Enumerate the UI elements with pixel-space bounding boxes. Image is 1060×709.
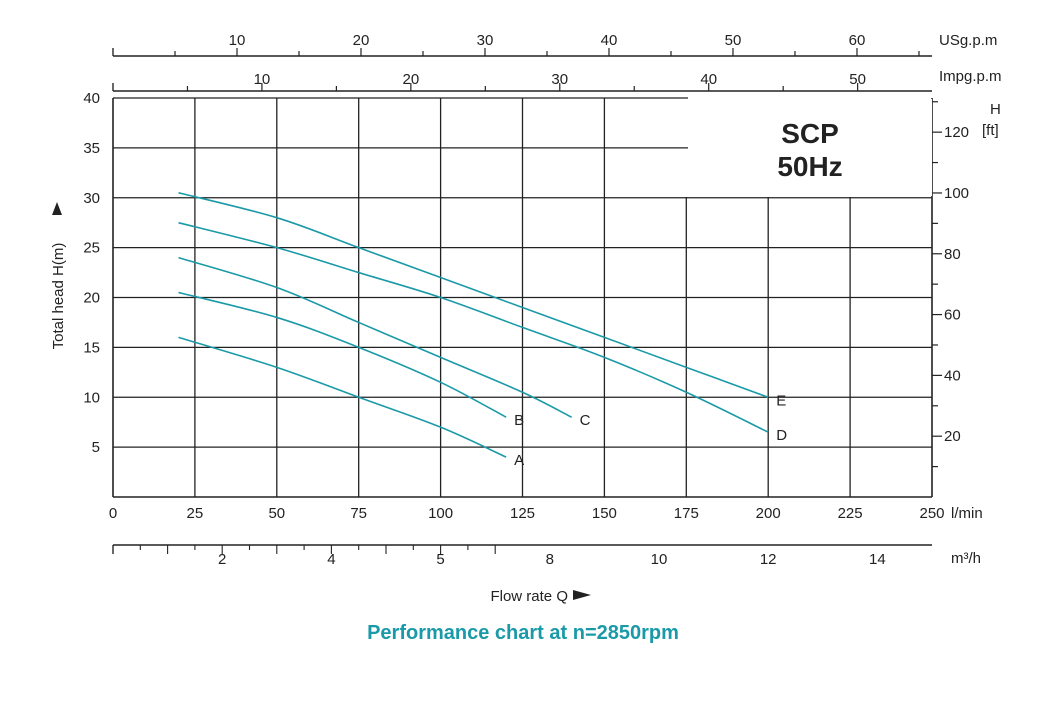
x-tick-label: 50 xyxy=(268,505,285,522)
model-label-box xyxy=(688,99,932,196)
usgpm-tick-label: 40 xyxy=(601,32,618,49)
usgpm-tick-label: 50 xyxy=(725,32,742,49)
x-tick-label: 250 xyxy=(919,505,944,522)
y-tick-label: 30 xyxy=(83,190,100,207)
x-tick-label: 150 xyxy=(592,505,617,522)
m3h-tick-label: 10 xyxy=(651,551,668,568)
y-tick-label: 20 xyxy=(83,290,100,307)
x-axis-title: Flow rate Q xyxy=(490,588,568,605)
y-tick-label: 10 xyxy=(83,389,100,406)
y-tick-label: 5 xyxy=(92,439,100,456)
axes: 0 25 50 75 100 125 150 175 200 225 250510152025303… xyxy=(83,32,969,568)
y-axis-arrow-icon xyxy=(52,202,62,215)
head-ft-tick-label: 60 xyxy=(944,307,961,324)
curve-D xyxy=(178,221,769,433)
usgpm-tick-label: 10 xyxy=(229,32,246,49)
y-axis-title: Total head H(m) xyxy=(50,243,67,350)
y-tick-label: 35 xyxy=(83,140,100,157)
x-tick-label: 0 xyxy=(109,505,117,522)
x-tick-label: 25 xyxy=(187,505,204,522)
grid xyxy=(112,97,933,498)
model-label: SCP xyxy=(781,118,839,149)
x-tick-label: 200 xyxy=(756,505,781,522)
curve-label-C: C xyxy=(580,412,591,429)
impgpm-tick-label: 10 xyxy=(254,71,271,88)
curve-label-D: D xyxy=(776,427,787,444)
impgpm-tick-label: 40 xyxy=(700,71,717,88)
usgpm-tick-label: 30 xyxy=(477,32,494,49)
curve-label-E: E xyxy=(776,392,786,409)
head-ft-tick-label: 120 xyxy=(944,124,969,141)
curve-E xyxy=(178,191,769,399)
head-ft-tick-label: 40 xyxy=(944,367,961,384)
impgpm-tick-label: 20 xyxy=(403,71,420,88)
head-ft-tick-label: 20 xyxy=(944,428,961,445)
m3h-tick-label: 14 xyxy=(869,551,886,568)
x-tick-label: 225 xyxy=(838,505,863,522)
curve-B xyxy=(178,291,507,418)
head-ft-tick-label: 100 xyxy=(944,185,969,202)
usgpm-tick-label: 60 xyxy=(849,32,866,49)
x-tick-label: 100 xyxy=(428,505,453,522)
impgpm-tick-label: 30 xyxy=(551,71,568,88)
y-tick-label: 15 xyxy=(83,339,100,356)
unit-impgpm: Impg.p.m xyxy=(939,68,1002,85)
curve-A xyxy=(178,336,507,458)
unit-usgpm: USg.p.m xyxy=(939,32,997,49)
m3h-tick-label: 8 xyxy=(546,551,554,568)
m3h-tick-label: 4 xyxy=(327,551,335,568)
x-tick-label: 125 xyxy=(510,505,535,522)
curve-label-B: B xyxy=(514,412,524,429)
impgpm-tick-label: 50 xyxy=(849,71,866,88)
unit-m3h: m³/h xyxy=(951,550,981,567)
m3h-tick-label: 12 xyxy=(760,551,777,568)
unit-head-h: H xyxy=(990,101,1001,118)
series: A B C D E xyxy=(178,191,787,469)
x-axis-arrow-icon xyxy=(573,590,591,600)
curve-C xyxy=(178,256,573,418)
unit-head-ft: [ft] xyxy=(982,122,999,139)
x-tick-label: 175 xyxy=(674,505,699,522)
y-tick-label: 40 xyxy=(83,90,100,107)
y-tick-label: 25 xyxy=(83,240,100,257)
m3h-tick-label: 5 xyxy=(436,551,444,568)
unit-lmin: l/min xyxy=(951,505,983,522)
head-ft-tick-label: 80 xyxy=(944,246,961,263)
usgpm-tick-label: 20 xyxy=(353,32,370,49)
chart-title: Performance chart at n=2850rpm xyxy=(367,622,679,644)
frequency-label: 50Hz xyxy=(777,151,842,182)
m3h-tick-label: 2 xyxy=(218,551,226,568)
x-tick-label: 75 xyxy=(350,505,367,522)
curve-label-A: A xyxy=(514,452,524,469)
